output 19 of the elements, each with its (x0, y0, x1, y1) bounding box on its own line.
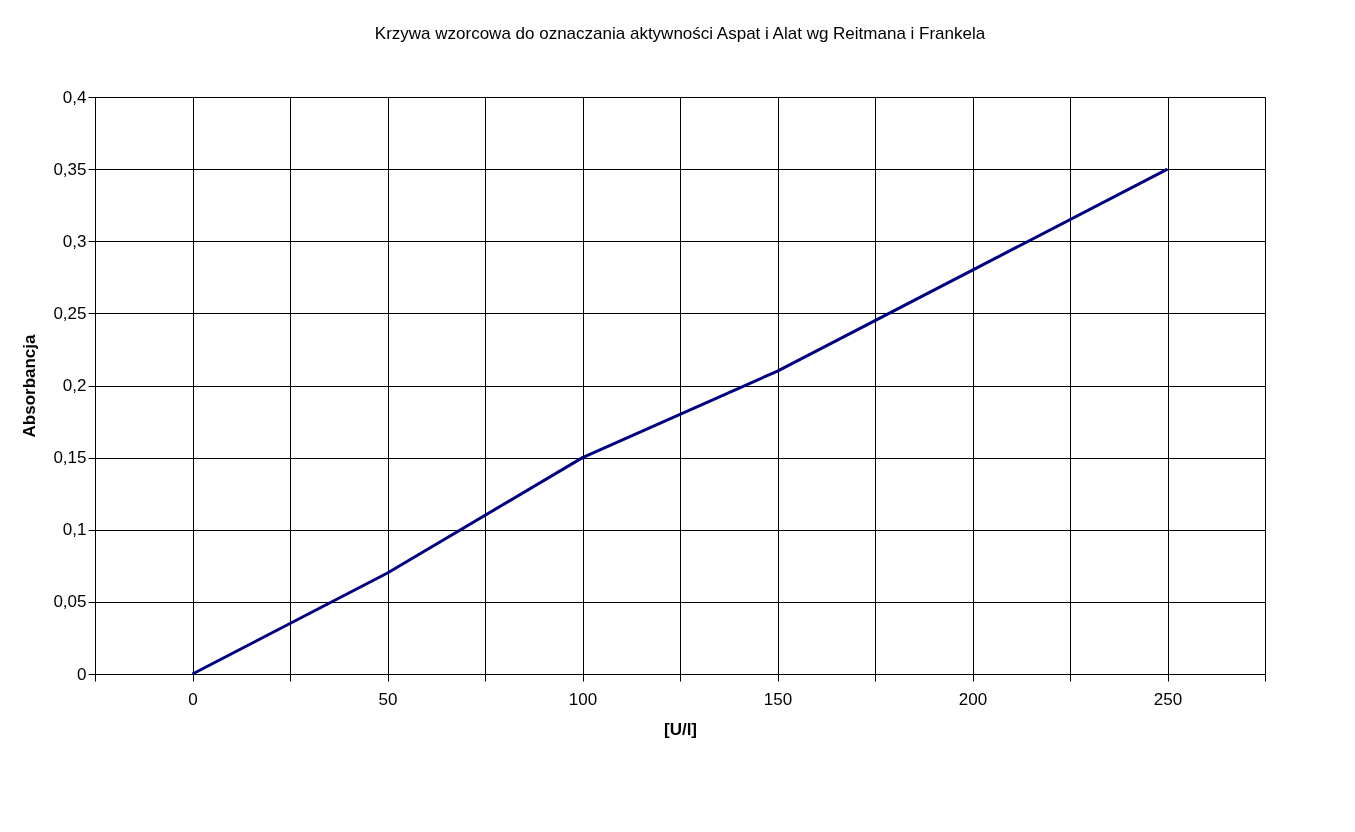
y-tick-label: 0,2 (62, 376, 87, 395)
y-tick-label: 0 (77, 664, 87, 684)
x-tick-label: 200 (958, 689, 988, 709)
y-axis-title: Absorbancja (20, 333, 40, 438)
y-tick-label: 0,3 (62, 231, 87, 251)
chart-title: Krzywa wzorcowa do oznaczania aktywności Aspat i Alat wg Reitmana i Frankela (374, 24, 986, 43)
line-series (191, 167, 1169, 676)
y-tick-label: 0,35 (53, 159, 87, 179)
x-tick-label: 100 (568, 689, 598, 709)
y-tick-label: 0,1 (62, 520, 87, 540)
y-tick-label: 0,15 (53, 448, 87, 468)
x-tick-label: 50 (378, 689, 398, 709)
x-axis-title: [U/l] (663, 719, 698, 739)
y-tick-label: 0,25 (53, 303, 87, 323)
x-tick-label: 150 (763, 689, 793, 709)
y-tick-label: 0,05 (53, 592, 87, 612)
y-tick-label: 0,4 (62, 87, 87, 107)
x-tick-label: 250 (1153, 689, 1183, 709)
x-tick-label: 0 (188, 689, 198, 709)
